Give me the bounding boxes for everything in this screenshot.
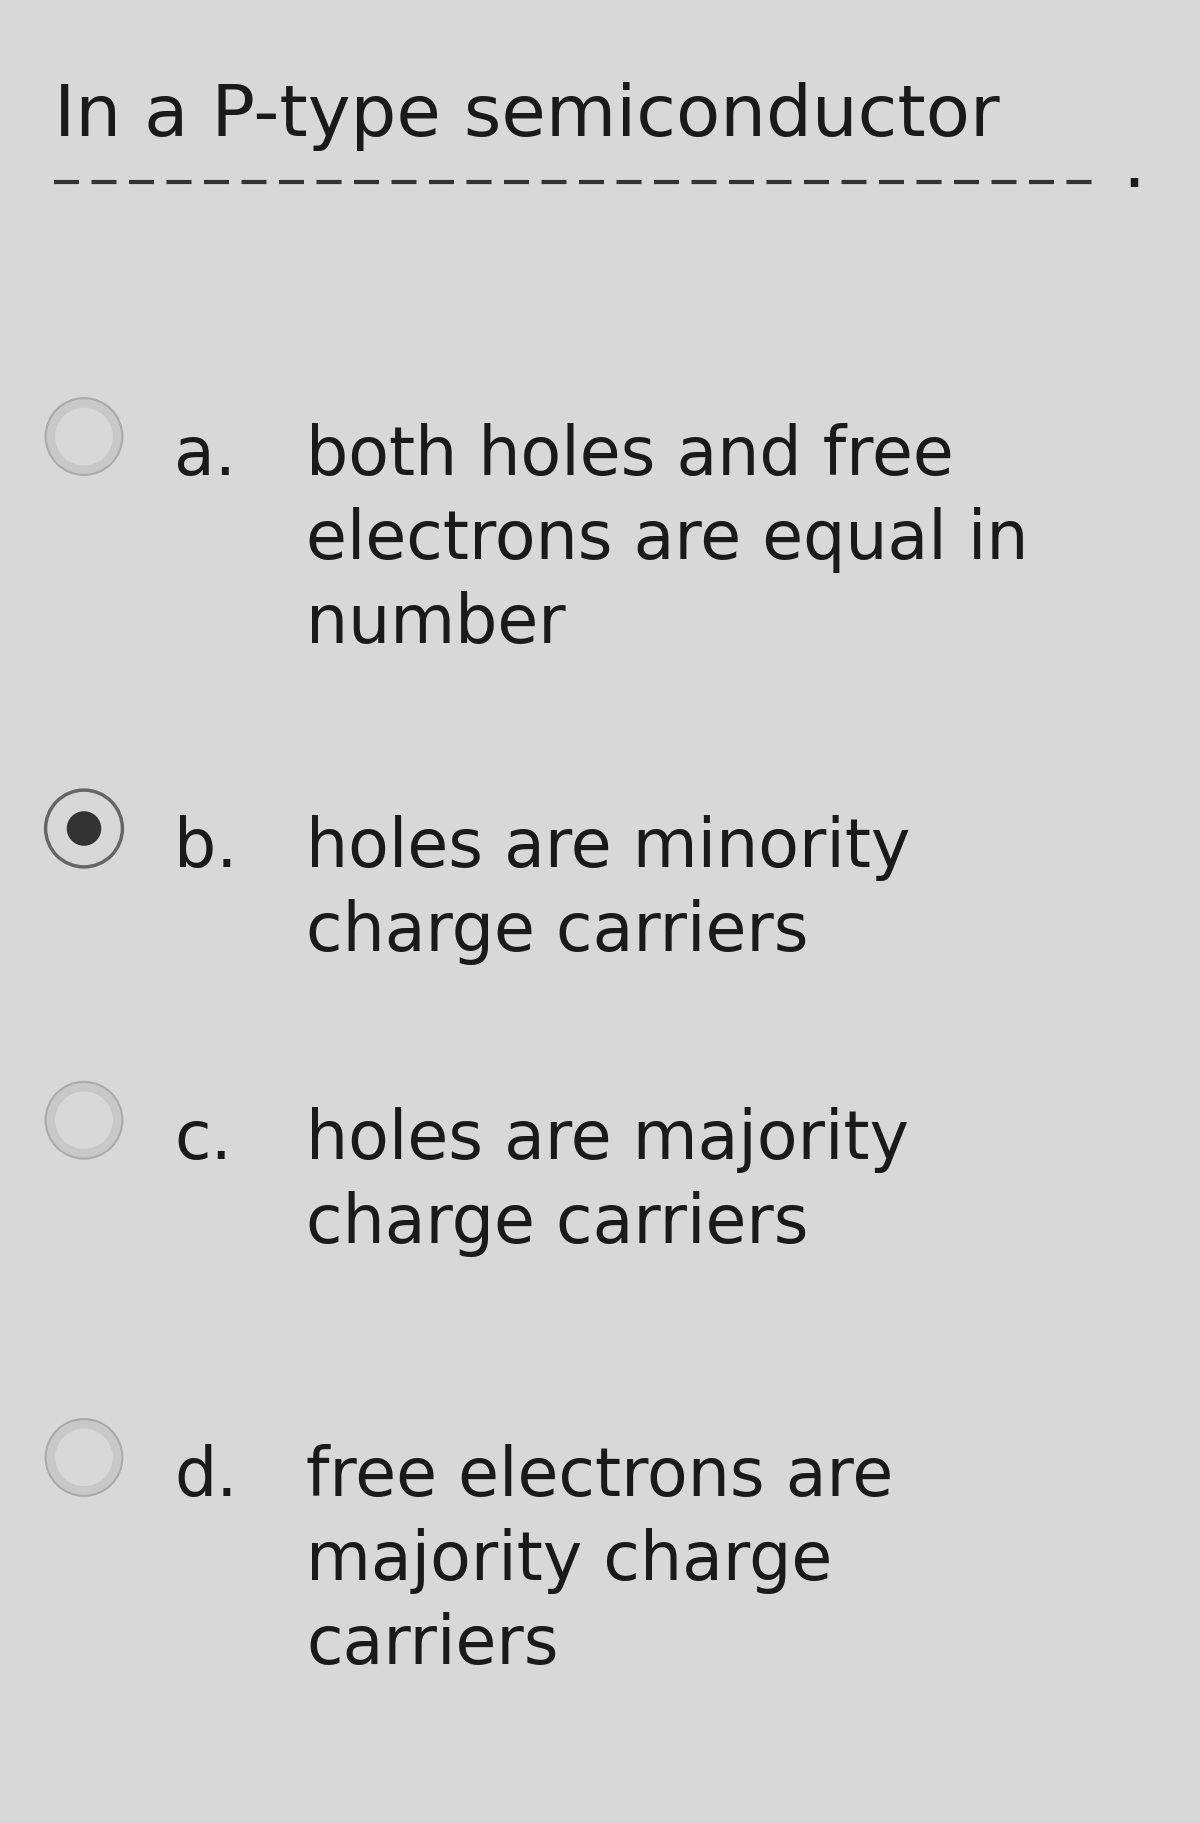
Ellipse shape [55,1429,113,1486]
Ellipse shape [46,1081,122,1159]
Text: .: . [1122,133,1145,202]
Text: c.: c. [174,1107,232,1172]
Ellipse shape [46,1418,122,1497]
Text: both holes and free
electrons are equal in
number: both holes and free electrons are equal … [306,423,1028,658]
Text: d.: d. [174,1444,238,1509]
Ellipse shape [55,1092,113,1148]
Ellipse shape [55,408,113,465]
Text: holes are majority
charge carriers: holes are majority charge carriers [306,1107,910,1256]
Ellipse shape [67,811,101,846]
Text: free electrons are
majority charge
carriers: free electrons are majority charge carri… [306,1444,893,1679]
Text: holes are minority
charge carriers: holes are minority charge carriers [306,815,911,964]
Text: In a P-type semiconductor: In a P-type semiconductor [54,82,1000,151]
Ellipse shape [46,789,122,868]
Text: b.: b. [174,815,238,881]
Text: a.: a. [174,423,236,489]
Ellipse shape [46,397,122,476]
